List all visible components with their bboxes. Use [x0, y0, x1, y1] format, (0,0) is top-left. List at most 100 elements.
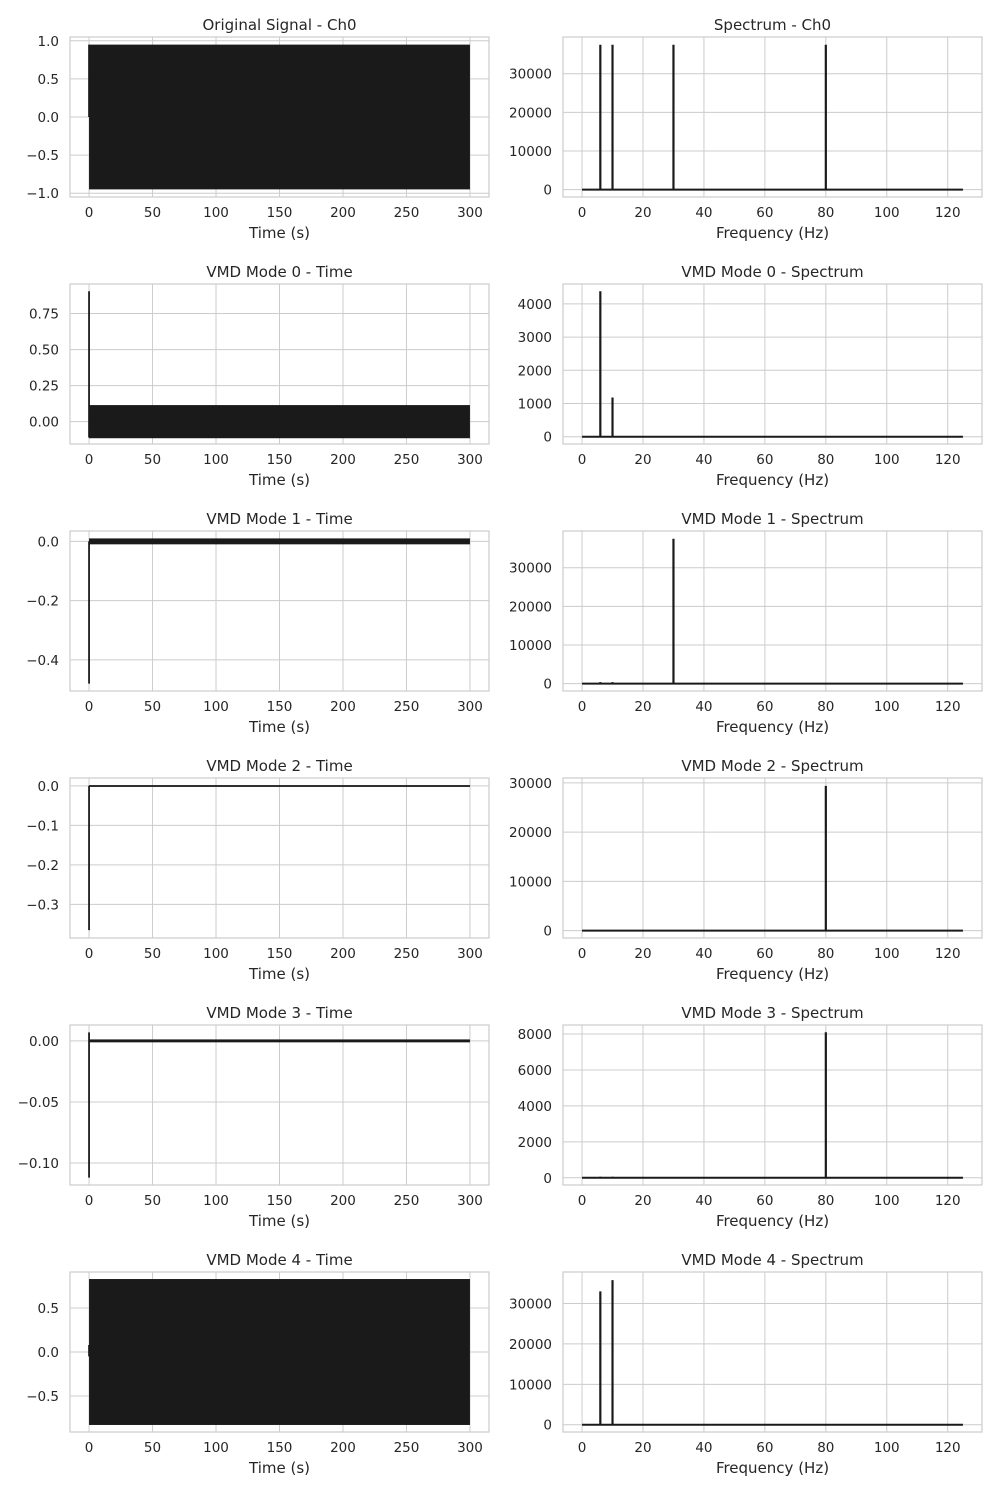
x-tick-label: 250 — [394, 452, 420, 468]
y-tick-label: 0.0 — [38, 110, 59, 126]
x-axis-label: Frequency (Hz) — [716, 1459, 829, 1477]
x-tick-label: 120 — [935, 1440, 961, 1456]
x-tick-label: 50 — [144, 1440, 161, 1456]
subplot-7: 0 50 100 150 200 250 300 −0.3 −0.2 −0.1 0.0 VMD Mod… — [26, 757, 490, 983]
y-tick-label: −0.5 — [26, 1389, 59, 1405]
subplot-12: 0 20 40 60 80 100 120 0 10000 20000 30000 VMD Mode … — [509, 1251, 983, 1477]
x-axis-label: Time (s) — [248, 965, 310, 983]
x-tick-label: 40 — [695, 1440, 712, 1456]
y-tick-label: 0.5 — [38, 1301, 59, 1317]
x-tick-label: 250 — [394, 205, 420, 221]
y-tick-label: −0.3 — [26, 897, 59, 913]
x-tick-label: 200 — [330, 452, 356, 468]
data-layer — [582, 1280, 963, 1426]
axes-frame — [69, 530, 490, 692]
y-tick-label: −0.4 — [26, 653, 59, 669]
x-tick-label: 0 — [85, 699, 94, 715]
x-tick-label: 300 — [457, 946, 483, 962]
y-tick-label: 20000 — [509, 599, 552, 615]
x-tick-label: 60 — [756, 452, 773, 468]
subplot-2: 0 20 40 60 80 100 120 0 10000 20000 30000 Spectrum … — [509, 16, 983, 242]
x-tick-label: 250 — [394, 1440, 420, 1456]
x-tick-label: 0 — [578, 205, 587, 221]
y-tick-label: 30000 — [509, 1297, 552, 1313]
y-tick-label: 10000 — [509, 638, 552, 654]
axes-frame — [562, 1024, 983, 1186]
y-tick-label: −0.2 — [26, 858, 59, 874]
x-tick-label: 0 — [85, 1440, 94, 1456]
y-tick-label: 0 — [543, 1418, 552, 1434]
x-tick-label: 80 — [817, 699, 834, 715]
x-tick-label: 60 — [756, 1193, 773, 1209]
y-tick-label: −0.05 — [18, 1095, 59, 1111]
x-tick-label: 40 — [695, 1193, 712, 1209]
y-tick-label: 0.0 — [38, 534, 59, 550]
x-tick-label: 150 — [267, 1193, 293, 1209]
data-layer — [88, 44, 470, 190]
y-tick-label: 0 — [543, 430, 552, 446]
axes-frame — [69, 1271, 490, 1433]
x-axis-label: Time (s) — [248, 718, 310, 736]
x-axis-label: Frequency (Hz) — [716, 1212, 829, 1230]
subplot-title: Spectrum - Ch0 — [714, 16, 831, 34]
x-tick-label: 0 — [85, 946, 94, 962]
y-tick-label: 30000 — [509, 561, 552, 577]
y-tick-label: 30000 — [509, 67, 552, 83]
axes-frame — [562, 777, 983, 939]
y-tick-label: 10000 — [509, 1377, 552, 1393]
signal-band — [89, 44, 470, 190]
y-tick-label: 0.00 — [29, 1034, 59, 1050]
x-tick-label: 0 — [85, 205, 94, 221]
x-tick-label: 20 — [634, 205, 651, 221]
y-tick-label: 2000 — [518, 1135, 552, 1151]
x-tick-label: 250 — [394, 699, 420, 715]
axes-frame — [562, 36, 983, 198]
x-tick-label: 20 — [634, 1440, 651, 1456]
x-tick-label: 200 — [330, 699, 356, 715]
x-tick-label: 150 — [267, 205, 293, 221]
x-tick-label: 200 — [330, 946, 356, 962]
x-tick-label: 100 — [874, 699, 900, 715]
x-tick-label: 150 — [267, 946, 293, 962]
y-tick-label: −0.2 — [26, 594, 59, 610]
axes-frame — [69, 1024, 490, 1186]
subplot-title: VMD Mode 4 - Time — [206, 1251, 352, 1269]
x-tick-label: 120 — [935, 1193, 961, 1209]
x-tick-label: 60 — [756, 699, 773, 715]
x-tick-label: 0 — [578, 452, 587, 468]
x-tick-label: 40 — [695, 699, 712, 715]
subplot-1: 0 50 100 150 200 250 300 −1.0 −0.5 0.0 0.5 1.0 Origi… — [26, 16, 490, 242]
plot-area — [563, 284, 982, 444]
plot-area — [563, 37, 982, 197]
x-tick-label: 60 — [756, 1440, 773, 1456]
x-axis-label: Frequency (Hz) — [716, 224, 829, 242]
x-tick-label: 80 — [817, 452, 834, 468]
x-tick-label: 300 — [457, 1193, 483, 1209]
y-tick-label: 0 — [543, 183, 552, 199]
y-tick-label: 1.0 — [38, 34, 59, 50]
x-tick-label: 300 — [457, 699, 483, 715]
x-axis-label: Frequency (Hz) — [716, 471, 829, 489]
x-tick-label: 100 — [874, 452, 900, 468]
y-tick-label: −0.1 — [26, 818, 59, 834]
x-tick-label: 100 — [203, 1440, 229, 1456]
x-tick-label: 40 — [695, 452, 712, 468]
axes-frame — [562, 530, 983, 692]
x-tick-label: 80 — [817, 205, 834, 221]
subplot-3: 0 50 100 150 200 250 300 0.00 0.25 0.50 0.75 VMD Mo… — [29, 263, 490, 489]
subplot-title: VMD Mode 1 - Spectrum — [681, 510, 863, 528]
x-tick-label: 80 — [817, 946, 834, 962]
y-tick-label: 0 — [543, 1171, 552, 1187]
x-tick-label: 0 — [578, 699, 587, 715]
subplot-title: VMD Mode 2 - Spectrum — [681, 757, 863, 775]
x-tick-label: 50 — [144, 205, 161, 221]
x-tick-label: 50 — [144, 452, 161, 468]
subplot-title: VMD Mode 0 - Time — [206, 263, 352, 281]
subplot-title: VMD Mode 1 - Time — [206, 510, 352, 528]
x-tick-label: 100 — [874, 1440, 900, 1456]
x-tick-label: 60 — [756, 205, 773, 221]
axes-frame — [562, 283, 983, 445]
x-axis-label: Time (s) — [248, 1459, 310, 1477]
x-tick-label: 0 — [85, 452, 94, 468]
